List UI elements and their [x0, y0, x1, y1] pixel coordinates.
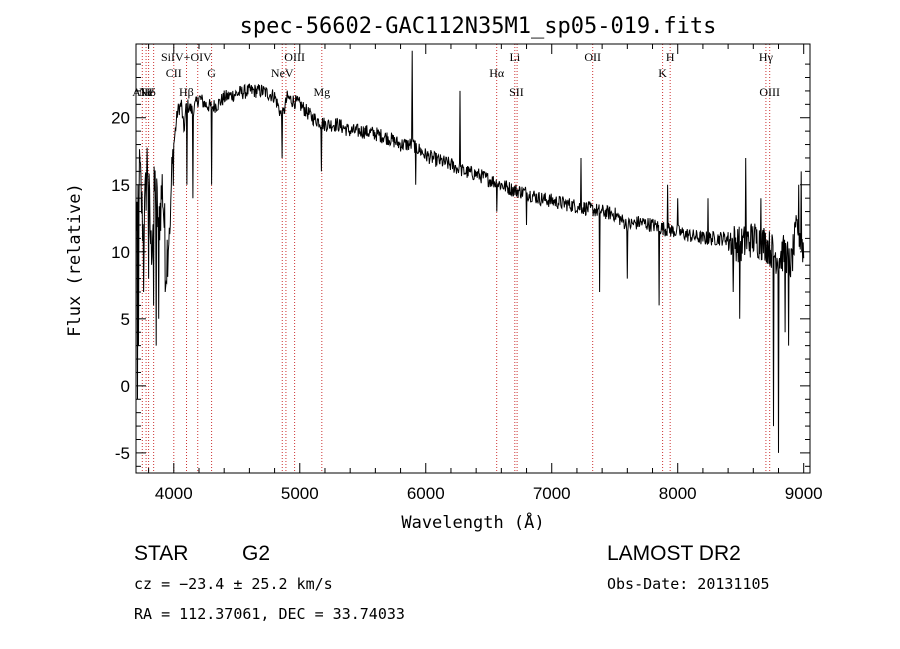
y-tick-label: 10: [111, 243, 130, 262]
spectral-line-label: NeV: [271, 66, 294, 80]
survey-name: LAMOST DR2: [607, 542, 741, 565]
y-tick-label: 20: [111, 109, 130, 128]
spectral-line-label: OIII: [284, 50, 305, 64]
spectral-line-label: CII: [166, 66, 182, 80]
plot-frame: [135, 43, 811, 474]
spectral-line-label: OIII: [759, 85, 780, 99]
x-tick-label: 9000: [785, 484, 823, 503]
spectral-line-label: Hγ: [759, 50, 774, 64]
coordinates: RA = 112.37061, DEC = 33.74033: [134, 605, 405, 623]
x-tick-label: 5000: [281, 484, 319, 503]
spectral-line-label: Hδ: [141, 85, 156, 99]
x-tick-label: 4000: [155, 484, 193, 503]
spectral-line-label: Li: [509, 50, 520, 64]
y-tick-label: 15: [111, 176, 130, 195]
obs-date: Obs-Date: 20131105: [607, 575, 770, 593]
spectral-line-label: SII: [509, 85, 524, 99]
y-tick-label: -5: [115, 444, 130, 463]
x-tick-label: 6000: [407, 484, 445, 503]
x-tick-label: 8000: [659, 484, 697, 503]
spectral-line-label: Hα: [489, 66, 505, 80]
y-axis-label: Flux (relative): [65, 183, 85, 337]
y-tick-label: 5: [121, 310, 130, 329]
spectral-line-label: Mg: [313, 85, 330, 99]
spectrum-line: [135, 50, 805, 453]
y-axis-ticks: -5 0 5 10 15 20: [111, 63, 810, 467]
x-axis-label: Wavelength (Å): [401, 511, 544, 533]
spectral-line-label: Ne: [139, 85, 153, 99]
spectral-line-label: K: [658, 66, 667, 80]
line-markers: [141, 44, 771, 473]
x-axis-ticks: 4000 5000 6000 7000 8000 9000: [148, 44, 823, 503]
spectral-line-label: H: [666, 50, 675, 64]
x-tick-label: 7000: [533, 484, 571, 503]
spectral-line-label: Hβ: [179, 85, 194, 99]
spectrum-series: [135, 50, 805, 453]
y-tick-label: 0: [121, 377, 130, 396]
redshift-readout: cz = −23.4 ± 25.2 km/s: [134, 575, 333, 593]
spectral-line-label: AlII: [132, 85, 152, 99]
spectral-line-label: OII: [584, 50, 601, 64]
spectral-line-label: SiIV+OIV: [161, 50, 212, 64]
object-subclass: G2: [242, 542, 270, 565]
spectral-line-label: G: [207, 66, 216, 80]
object-class: STAR: [134, 542, 188, 565]
chart-title: spec-56602-GAC112N35M1_sp05-019.fits: [240, 14, 717, 39]
